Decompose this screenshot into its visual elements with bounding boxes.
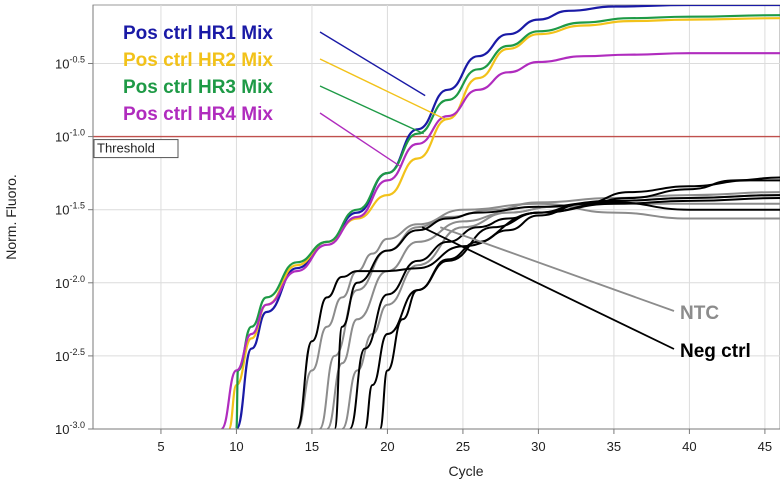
threshold-label: Threshold	[97, 141, 155, 156]
annotations: NTC Neg ctrl	[421, 226, 751, 362]
y-tick-label: 10-2.5	[55, 347, 85, 364]
series-line-ntc	[341, 202, 780, 429]
legend-label: Pos ctrl HR1 Mix	[123, 23, 273, 44]
y-tick-label: 10-1.5	[55, 201, 85, 218]
series-line-neg-ctrl	[363, 179, 780, 429]
legend-leader-line	[319, 85, 424, 135]
series-line-ntc	[295, 202, 780, 429]
series-line-neg-ctrl	[378, 176, 780, 429]
series-line-neg-ctrl	[348, 197, 780, 429]
x-axis-ticks: 5 10 15 20 25 30 35 40 45	[157, 429, 772, 454]
legend-leader-line	[319, 58, 446, 120]
series-lines	[220, 5, 780, 429]
threshold-label-box	[93, 139, 179, 159]
x-tick-label: 20	[380, 439, 394, 454]
annotation-label: NTC	[680, 303, 719, 324]
x-tick-label: 30	[531, 439, 545, 454]
y-axis-label: Norm. Fluoro.	[3, 174, 19, 260]
series-line-pos-ctrl-hr1-mix	[235, 5, 780, 429]
legend-label: Pos ctrl HR4 Mix	[123, 104, 273, 125]
y-tick-label: 10-0.5	[55, 54, 85, 71]
series-line-pos-ctrl-hr4-mix	[220, 52, 780, 429]
leader-lines	[319, 31, 446, 167]
series-line-neg-ctrl	[333, 194, 780, 429]
x-tick-label: 15	[305, 439, 319, 454]
y-tick-label: 10-2.0	[55, 274, 85, 291]
x-tick-label: 45	[758, 439, 772, 454]
annotation-leader-line	[439, 226, 675, 312]
legend: Pos ctrl HR1 Mix Pos ctrl HR2 Mix Pos ctrl…	[123, 23, 273, 125]
x-axis-label: Cycle	[448, 463, 483, 479]
legend-label: Pos ctrl HR2 Mix	[123, 50, 273, 71]
x-tick-label: 40	[682, 439, 696, 454]
x-tick-label: 10	[229, 439, 243, 454]
threshold: Threshold	[93, 135, 780, 159]
series-line-pos-ctrl-hr3-mix	[235, 14, 780, 429]
annotation-leader-line	[421, 226, 675, 350]
legend-leader-line	[319, 31, 426, 97]
x-tick-label: 5	[157, 439, 164, 454]
annotation-label: Neg ctrl	[680, 341, 751, 362]
y-tick-label: 10-3.0	[55, 420, 85, 437]
legend-leader-line	[319, 112, 400, 167]
y-tick-label: 10-1.0	[55, 128, 85, 145]
y-axis-ticks: 10-0.5 10-1.0 10-1.5 10-2.0 10-2.5 10-3.0	[55, 54, 93, 437]
legend-label: Pos ctrl HR3 Mix	[123, 77, 273, 98]
x-tick-label: 25	[456, 439, 470, 454]
x-tick-label: 35	[607, 439, 621, 454]
